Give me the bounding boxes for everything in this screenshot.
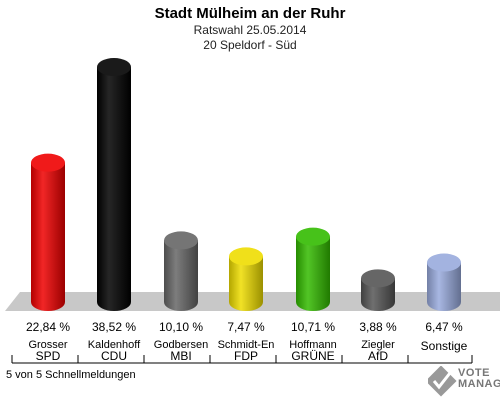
value-label: 10,71 %: [291, 320, 335, 334]
party-label: FDP: [234, 349, 258, 363]
votemanager-logo: VOTE MANAGER: [425, 365, 500, 400]
checkmark-icon: [425, 365, 457, 397]
candidate-label: Grosser: [28, 339, 67, 351]
value-label: 7,47 %: [227, 320, 265, 334]
party-label: MBI: [170, 349, 191, 363]
chart-title: Stadt Mülheim an der Ruhr: [154, 5, 346, 22]
bar-cap-cdu: [97, 58, 131, 77]
bar-cap-afd: [361, 269, 395, 288]
value-label: 6,47 %: [425, 320, 463, 334]
bar-cap-grüne: [296, 227, 330, 246]
party-label: Sonstige: [421, 339, 468, 353]
logo-text: VOTE MANAGER: [458, 367, 500, 390]
bar-cap-spd: [31, 153, 65, 172]
bar-sonstige: [427, 262, 461, 311]
district-subtitle: 20 Speldorf - Süd: [203, 38, 297, 52]
bar-spd: [31, 162, 65, 311]
bar-cap-fdp: [229, 247, 263, 266]
candidate-label: Ziegler: [361, 339, 395, 351]
value-label: 3,88 %: [359, 320, 397, 334]
value-label: 22,84 %: [26, 320, 70, 334]
candidate-label: Godbersen: [154, 339, 208, 351]
value-label: 38,52 %: [92, 320, 136, 334]
bar-afd: [361, 278, 395, 311]
party-label: CDU: [101, 349, 127, 363]
bar-cdu: [97, 67, 131, 311]
party-label: SPD: [36, 349, 61, 363]
bar-grüne: [296, 236, 330, 311]
candidate-label: Kaldenhoff: [88, 339, 141, 351]
bar-cap-mbi: [164, 231, 198, 250]
party-label: AfD: [368, 349, 388, 363]
candidate-label: Hoffmann: [289, 339, 337, 351]
election-subtitle: Ratswahl 25.05.2014: [193, 23, 307, 37]
report-status: 5 von 5 Schnellmeldungen: [6, 369, 136, 381]
bar-cap-sonstige: [427, 253, 461, 272]
bar-mbi: [164, 240, 198, 311]
bar-fdp: [229, 256, 263, 311]
value-label: 10,10 %: [159, 320, 203, 334]
candidate-label: Schmidt-En: [218, 339, 275, 351]
party-label: GRÜNE: [291, 349, 334, 363]
